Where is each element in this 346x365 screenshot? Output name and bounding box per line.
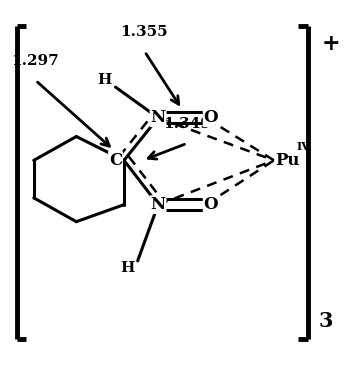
Text: N: N [151, 196, 166, 213]
Text: +: + [322, 32, 340, 55]
Text: N: N [151, 109, 166, 126]
Text: 1.355: 1.355 [121, 26, 168, 39]
Text: O: O [203, 109, 218, 126]
Text: 1.297: 1.297 [11, 54, 59, 68]
Text: 3: 3 [318, 311, 333, 331]
Text: 1.349: 1.349 [163, 118, 211, 131]
Text: H: H [98, 73, 112, 87]
Text: C: C [109, 152, 122, 169]
Text: Pu: Pu [276, 152, 300, 169]
Text: O: O [203, 196, 218, 213]
Text: H: H [120, 261, 134, 275]
Text: IV: IV [296, 141, 310, 152]
